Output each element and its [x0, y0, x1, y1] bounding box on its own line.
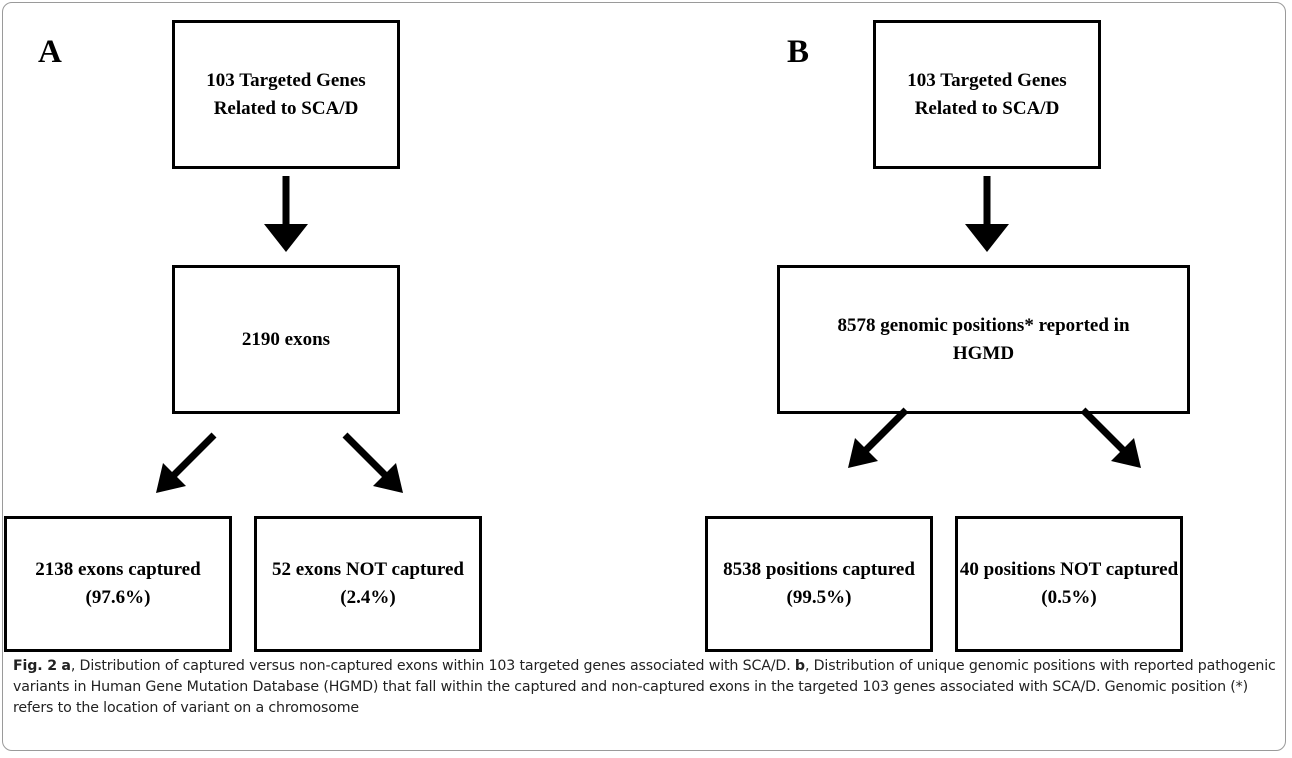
- panel-b-top-line1: 103 Targeted Genes: [907, 69, 1067, 91]
- caption-a-label: a: [61, 658, 71, 674]
- panel-b-down-right-arrow: [1080, 407, 1141, 468]
- figure-caption: Fig. 2 a, Distribution of captured versu…: [13, 656, 1281, 719]
- panel-b-targeted-genes-box: 103 Targeted Genes Related to SCA/D: [873, 20, 1101, 169]
- panel-b-down-left-arrow: [848, 407, 909, 468]
- caption-fig-label: Fig. 2: [13, 658, 58, 674]
- panel-a-top-line2: Related to SCA/D: [213, 97, 359, 119]
- panel-a-down-left-arrow: [156, 432, 217, 493]
- caption-a-text: , Distribution of captured versus non-ca…: [70, 658, 795, 674]
- panel-b-middle-line1: 8578 genomic positions* reported in: [837, 314, 1130, 336]
- panel-a-down-right-arrow: [342, 432, 403, 493]
- panel-a-letter: A: [38, 34, 62, 70]
- panel-b-letter: B: [787, 34, 810, 70]
- panel-a-down-arrow: [264, 176, 308, 252]
- panel-b-middle-line2: HGMD: [952, 342, 1015, 364]
- panel-b-top-line2: Related to SCA/D: [914, 97, 1060, 119]
- panel-a-not-captured-box: 52 exons NOT captured (2.4%): [254, 516, 482, 652]
- panel-b-right-line1: 40 positions NOT captured: [959, 559, 1179, 581]
- panel-a-left-line1: 2138 exons captured: [35, 559, 201, 581]
- panel-a-middle: 2190 exons: [241, 328, 331, 350]
- panel-b-left-line2: (99.5%): [786, 587, 852, 608]
- panel-a-captured-box: 2138 exons captured (97.6%): [4, 516, 232, 652]
- caption-b-text: , Distribution of unique genomic positio…: [13, 658, 1276, 716]
- panel-b-captured-box: 8538 positions captured (99.5%): [705, 516, 933, 652]
- panel-b-right-line2: (0.5%): [1041, 587, 1097, 608]
- panel-b-genomic-positions-box: 8578 genomic positions* reported in HGMD: [777, 265, 1190, 414]
- panel-b-not-captured-box: 40 positions NOT captured (0.5%): [955, 516, 1183, 652]
- panel-b-left-line1: 8538 positions captured: [723, 559, 915, 581]
- panel-a-top-line1: 103 Targeted Genes: [206, 69, 366, 91]
- panel-a-left-line2: (97.6%): [85, 587, 151, 608]
- panel-a-targeted-genes-box: 103 Targeted Genes Related to SCA/D: [172, 20, 400, 169]
- panel-a-right-line1: 52 exons NOT captured: [272, 559, 464, 581]
- panel-b-down-arrow: [965, 176, 1009, 252]
- panel-a-right-line2: (2.4%): [340, 587, 396, 608]
- caption-b-label: b: [794, 658, 805, 674]
- panel-a-exons-box: 2190 exons: [172, 265, 400, 414]
